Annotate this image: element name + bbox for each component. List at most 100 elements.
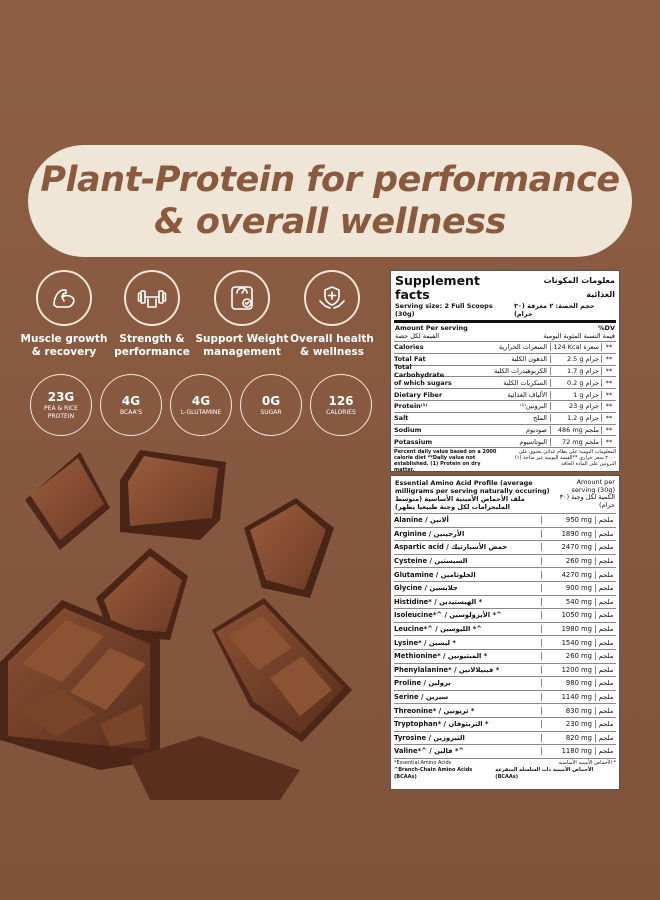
feature-label: Support Weight management: [192, 333, 292, 359]
amino-value: 1050 mg: [541, 611, 595, 619]
nutrient-value: 486 mg ملجم: [550, 426, 601, 434]
amino-name: Alanine / ألانين: [394, 516, 541, 524]
amino-value: 540 mg: [541, 598, 595, 606]
amino-value: 830 mg: [541, 707, 595, 715]
amino-row: Isoleucine*^ / الأيزولوسين *^ 1050 mg ملجم: [394, 608, 616, 622]
chocolate-pieces-image: [0, 440, 380, 900]
amino-value: 950 mg: [541, 516, 595, 524]
amino-value: 980 mg: [541, 679, 595, 687]
amino-row: Lysine* / ليسين * 1540 mg ملجم: [394, 635, 616, 649]
feature-label: Overall health & wellness: [282, 333, 382, 359]
nutrient-value: 124 Kcal سعرة: [550, 343, 601, 351]
amino-name: Proline / برولين: [394, 679, 541, 687]
nutrient-name: Total Fat: [394, 355, 452, 363]
amino-unit: ملجم: [595, 639, 616, 647]
feature-label: Strength & performance: [102, 333, 202, 359]
amino-value: 4270 mg: [541, 571, 595, 579]
stat-glutamine: 4G L-GLUTAMINE: [170, 374, 232, 436]
feature-muscle: Muscle growth & recovery: [14, 270, 114, 359]
amino-unit: ملجم: [595, 652, 616, 660]
feature-weight: Support Weight management: [192, 270, 292, 359]
chocolate-piece: [244, 498, 334, 598]
amino-name: Methionine* / الميثيونين *: [394, 652, 541, 660]
amino-row: Alanine / ألانين 950 mg ملجم: [394, 513, 616, 527]
amino-name: Phenylalanine* / فينيلالانين *: [394, 666, 541, 674]
nutrient-name-ar: صوديوم: [452, 426, 550, 434]
amino-value: 900 mg: [541, 584, 595, 592]
amino-value: 1180 mg: [541, 747, 595, 755]
nutrient-dv: **: [601, 343, 616, 351]
amino-row: Glycine / جلايسين 900 mg ملجم: [394, 581, 616, 595]
nutrient-name: Calories: [394, 343, 452, 351]
nutrient-name: Salt: [394, 414, 452, 422]
headline-line-1: Plant-Protein for performance: [40, 159, 619, 201]
amino-value: 260 mg: [541, 652, 595, 660]
amino-row: Serine / سيرين 1140 mg ملجم: [394, 690, 616, 704]
feature-strength: Strength & performance: [102, 270, 202, 359]
nutrient-name: Protein⁽¹⁾: [394, 402, 452, 410]
amino-unit: ملجم: [595, 598, 616, 606]
nutrient-dv: **: [601, 426, 616, 434]
nutrient-dv: **: [601, 402, 616, 410]
stat-calories: 126 CALORIES: [310, 374, 372, 436]
amino-unit: ملجم: [595, 584, 616, 592]
amino-value: 1200 mg: [541, 666, 595, 674]
amino-unit: ملجم: [595, 557, 616, 565]
supplement-title-ar: معلومات المكونات الغذائية: [515, 274, 615, 302]
amino-row: Valine*^ / فالين *^ 1180 mg ملجم: [394, 744, 616, 758]
amino-unit: ملجم: [595, 516, 616, 524]
amino-amount-header: Amount per serving (30g): [555, 479, 615, 494]
nutrient-name-ar: السكريات الكلية: [452, 379, 550, 387]
amino-name: Glycine / جلايسين: [394, 584, 541, 592]
nutrient-value: 23 g جرام: [550, 402, 601, 410]
amino-title-ar: ملف الأحماض الأمينية الأساسية (متوسط الم…: [395, 495, 555, 511]
nutrient-name-ar: البوتاسيوم: [452, 438, 550, 446]
nutrition-row: Dietary Fiber الألياف الغذائية 1 g جرام **: [394, 388, 616, 400]
nutrient-name: of which sugars: [394, 379, 452, 387]
amino-row: Proline / برولين 980 mg ملجم: [394, 676, 616, 690]
nutrition-row: Potassium البوتاسيوم 72 mg ملجم **: [394, 435, 616, 447]
amino-name: Lysine* / ليسين *: [394, 639, 541, 647]
nutrition-row: Protein⁽¹⁾ البروتين⁽¹⁾ 23 g جرام **: [394, 400, 616, 412]
amino-foot-2: ^Branch-Chain Amino Acids (BCAAs): [394, 767, 495, 781]
stat-bcaa: 4G BCAA'S: [100, 374, 162, 436]
footnote-ar: المعلومات اليومية على نظام غذائي يحتوي ع…: [508, 449, 616, 473]
chocolate-piece: [25, 452, 110, 550]
amino-unit: ملجم: [595, 693, 616, 701]
nutrient-name-ar: الملح: [452, 414, 550, 422]
nutrition-row: Calories السعرات الحرارية 124 Kcal سعرة **: [394, 341, 616, 353]
muscle-arm-icon: [36, 270, 92, 326]
amino-unit: ملجم: [595, 625, 616, 633]
nutrient-value: 72 mg ملجم: [550, 438, 601, 446]
amino-value: 1540 mg: [541, 639, 595, 647]
amino-unit: ملجم: [595, 720, 616, 728]
nutrient-name-ar: البروتين⁽¹⁾: [452, 402, 550, 410]
footnote-en: Percent daily value based on a 2000 calo…: [394, 449, 502, 473]
amino-name: Glutamine / الجلوتامين: [394, 571, 541, 579]
amino-foot-1: *Essential Amino Acids: [394, 760, 451, 767]
amino-unit: ملجم: [595, 707, 616, 715]
chocolate-piece: [120, 450, 226, 540]
amino-unit: ملجم: [595, 530, 616, 538]
chocolate-bar: [212, 598, 352, 742]
amino-value: 820 mg: [541, 734, 595, 742]
health-shield-hands-icon: [304, 270, 360, 326]
amino-value: 1890 mg: [541, 530, 595, 538]
serving-size-ar: حجم الحصة: ٢ مغرفة (٣٠ جرام): [514, 302, 615, 318]
amount-per-serving: Amount Per serving: [395, 324, 468, 332]
dumbbell-hand-icon: [124, 270, 180, 326]
amino-unit: ملجم: [595, 747, 616, 755]
amino-row: Phenylalanine* / فينيلالانين * 1200 mg ملج…: [394, 663, 616, 677]
amino-foot-2-ar: الأحماض الأمينية ذات السلسلة المتفرعة (B…: [495, 767, 616, 781]
dv-header-ar: قيمة النسبة المئوية اليومية: [543, 332, 615, 340]
amino-unit: ملجم: [595, 571, 616, 579]
stat-protein: 23G PEA & RICE PROTEIN: [30, 374, 92, 436]
nutrient-value: 2.5 g جرام: [550, 355, 601, 363]
amino-name: Aspartic acid / حمض الأسبارتيك: [394, 543, 541, 551]
amino-value: 1980 mg: [541, 625, 595, 633]
amino-value: 2470 mg: [541, 543, 595, 551]
amino-row: Arginine / الأرجينين 1890 mg ملجم: [394, 527, 616, 541]
nutrient-value: 0.2 g جرام: [550, 379, 601, 387]
nutrient-value: 1.7 g جرام: [550, 367, 601, 375]
amino-row: Cysteine / السيستين 260 mg ملجم: [394, 554, 616, 568]
